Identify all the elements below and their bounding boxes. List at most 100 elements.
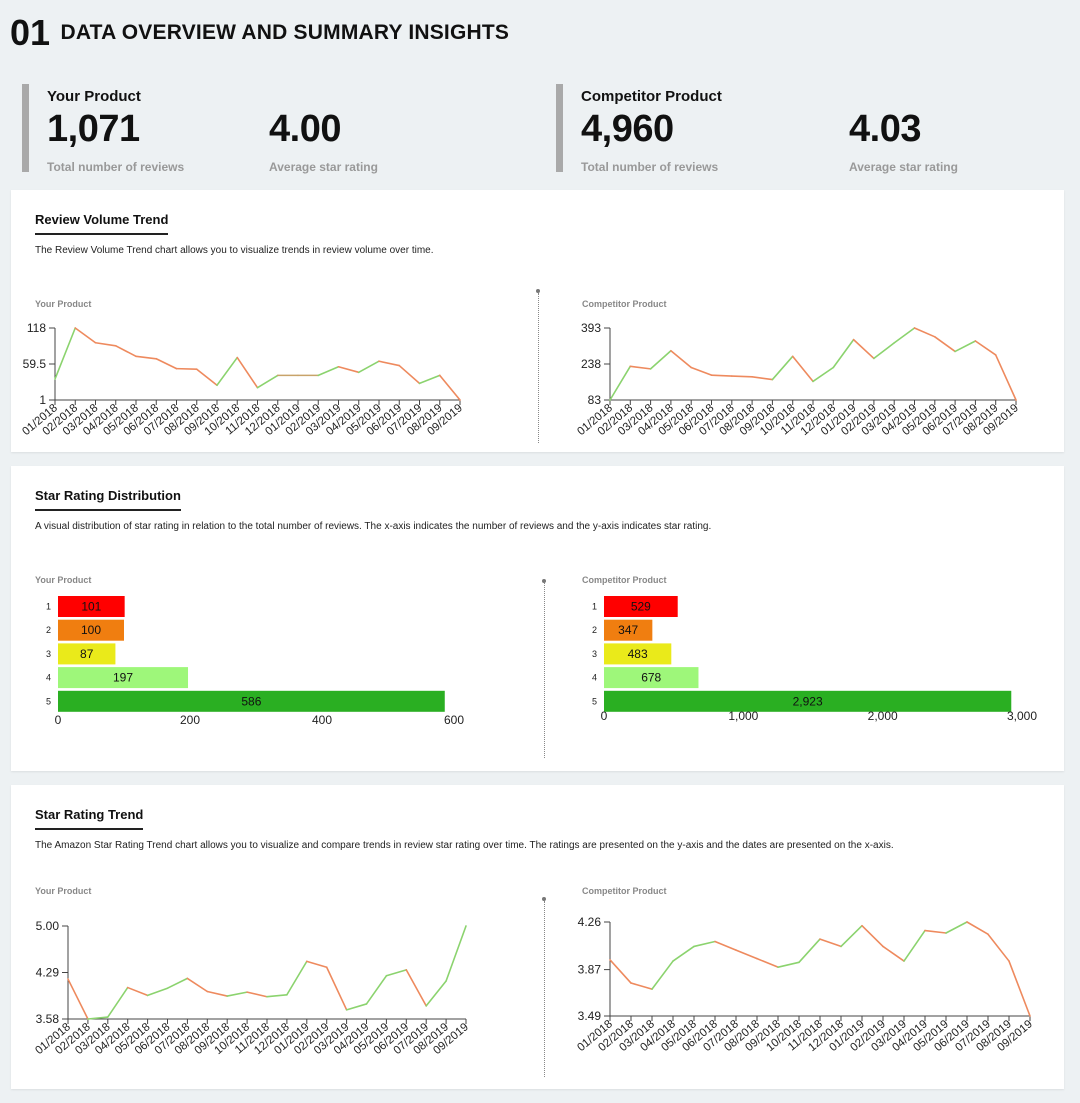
series-line-segment	[714, 940, 737, 951]
dist-charts-svg: 1 101 2 100 3 87 4 197 5 586 0 200 400 600 1 529 2 347 3 4…	[46, 596, 1037, 727]
series-line-segment	[418, 374, 441, 385]
series-line-segment	[798, 938, 821, 964]
series-line-segment	[67, 978, 89, 1020]
series-line-segment	[840, 924, 863, 948]
series-line-segment	[756, 957, 779, 968]
series-line-segment	[87, 1016, 109, 1020]
y-tick-label: 118	[27, 321, 46, 335]
series-line-segment	[405, 969, 428, 1007]
series-line-segment	[337, 365, 360, 374]
series-line-segment	[74, 327, 97, 344]
series-line-segment	[357, 360, 380, 374]
x-tick-label: 200	[180, 713, 200, 727]
series-line-segment	[994, 354, 1017, 401]
y-category-label: 5	[46, 696, 51, 706]
divider-dot	[542, 897, 546, 901]
series-line-segment	[924, 929, 947, 934]
trend-comp-chart: 3.493.874.2601/201802/201803/201804/2018…	[575, 915, 1035, 1054]
y-category-label: 2	[46, 625, 51, 635]
series-line-segment	[365, 974, 388, 1005]
series-line-segment	[345, 1003, 368, 1011]
series-line-segment	[735, 949, 758, 960]
series-line-segment	[325, 966, 348, 1011]
divider-dot	[536, 289, 540, 293]
series-line-segment	[693, 940, 716, 948]
kpi-comp-rating-label: Average star rating	[849, 160, 958, 174]
x-tick-label: 0	[55, 713, 62, 727]
bar-star-1	[58, 596, 125, 617]
y-category-label: 4	[592, 673, 597, 683]
series-line-segment	[903, 929, 926, 962]
y-category-label: 1	[46, 602, 51, 612]
bar-star-1	[604, 596, 678, 617]
y-tick-label: 3.87	[578, 963, 602, 977]
dist-your-label: Your Product	[35, 575, 92, 585]
kpi-your-label: Your Product	[47, 88, 141, 105]
series-line-segment	[385, 969, 408, 977]
series-line-segment	[812, 366, 835, 383]
review-volume-card: Review Volume Trend The Review Volume Tr…	[11, 190, 1064, 452]
y-category-label: 5	[592, 696, 597, 706]
series-line-segment	[873, 342, 896, 360]
series-line-segment	[852, 338, 875, 360]
series-line-segment	[913, 327, 936, 338]
series-line-segment	[819, 938, 842, 948]
series-line-segment	[445, 925, 467, 982]
x-tick-label: 1,000	[728, 709, 758, 723]
y-tick-label: 3.58	[36, 1012, 60, 1026]
trend-your-label: Your Product	[35, 886, 92, 896]
series-line-segment	[629, 365, 652, 370]
x-tick-label: 400	[312, 713, 332, 727]
x-tick-label: 600	[444, 713, 464, 727]
x-tick-label: 3,000	[1007, 709, 1037, 723]
bar-value-label: 100	[81, 623, 101, 637]
trend-charts-svg: 3.584.295.0001/201802/201803/201804/2018…	[33, 915, 1035, 1057]
trend-comp-label: Competitor Product	[582, 886, 667, 896]
series-line-segment	[966, 921, 989, 936]
star-trend-desc: The Amazon Star Rating Trend chart allow…	[35, 840, 894, 851]
kpi-comp-rating: 4.03	[849, 108, 921, 150]
star-trend-title: Star Rating Trend	[35, 807, 144, 830]
x-tick-label: 2,000	[868, 709, 898, 723]
series-line-segment	[114, 345, 137, 358]
bar-value-label: 197	[113, 671, 133, 685]
chart-divider	[538, 293, 539, 443]
kpi-comp-reviews: 4,960	[581, 108, 674, 150]
volume-your-label: Your Product	[35, 299, 92, 309]
series-line-segment	[893, 327, 916, 344]
series-line-segment	[710, 374, 733, 377]
section-number: 01	[10, 12, 51, 53]
bar-value-label: 586	[241, 694, 261, 708]
series-line-segment	[126, 986, 149, 997]
bar-star-3	[604, 643, 672, 665]
bar-value-label: 529	[631, 600, 651, 614]
series-line-segment	[398, 364, 421, 385]
series-line-segment	[730, 375, 753, 378]
series-line-segment	[286, 960, 308, 996]
volume-comp-label: Competitor Product	[582, 299, 667, 309]
series-line-segment	[954, 340, 977, 353]
bar-star-5	[58, 690, 445, 712]
kpi-comp-reviews-label: Total number of reviews	[581, 160, 719, 174]
series-line-segment	[146, 987, 169, 997]
series-line-segment	[630, 982, 653, 990]
series-line-segment	[670, 349, 693, 369]
star-distribution-card: Star Rating Distribution A visual distri…	[11, 466, 1064, 771]
series-line-segment	[166, 977, 189, 990]
dist-comp-label: Competitor Product	[582, 575, 667, 585]
series-line-segment	[791, 355, 814, 383]
bar-star-4	[58, 667, 189, 689]
series-line-segment	[861, 924, 884, 948]
dist-comp-chart: 1 529 2 347 3 483 4 678 5 2,923 0 1,000 2,000 3,000	[592, 596, 1037, 723]
star-distribution-title: Star Rating Distribution	[35, 488, 181, 511]
bar-star-2	[58, 619, 124, 641]
series-line-segment	[425, 980, 447, 1007]
series-line-segment	[216, 356, 239, 387]
series-line-segment	[195, 368, 218, 387]
y-tick-label: 238	[581, 357, 601, 371]
series-line-segment	[672, 945, 695, 962]
review-volume-title: Review Volume Trend	[35, 212, 169, 235]
bar-value-label: 87	[80, 647, 94, 661]
series-line-segment	[1008, 960, 1031, 1017]
series-line-segment	[378, 360, 401, 367]
